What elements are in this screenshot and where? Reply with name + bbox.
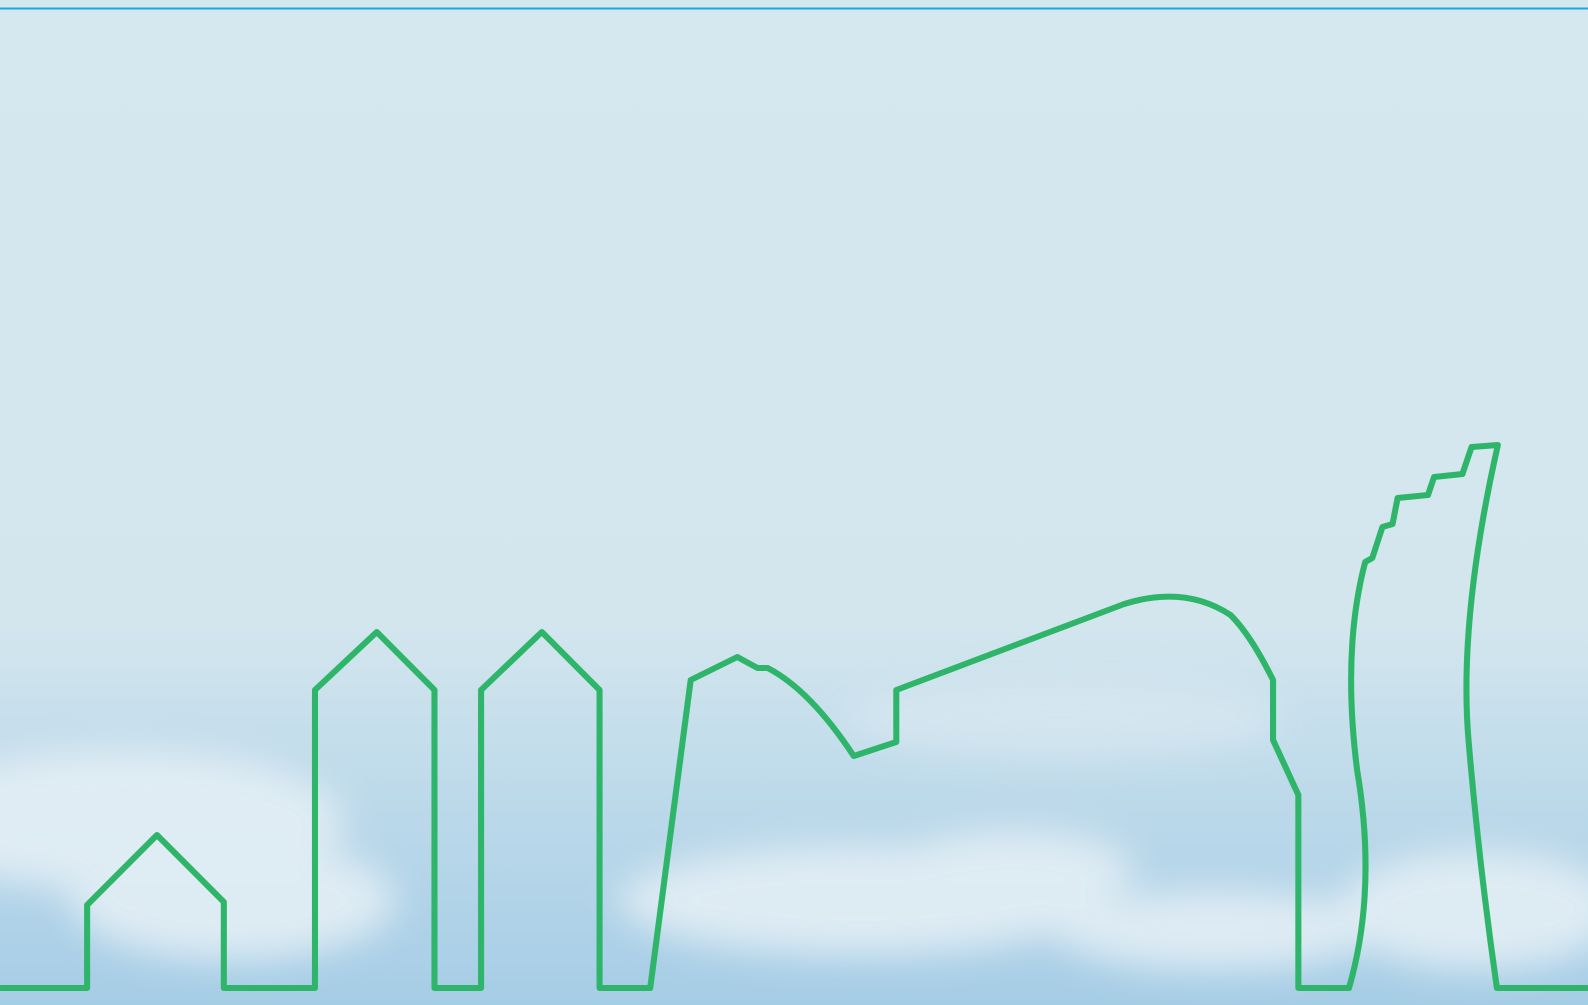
page	[0, 0, 1588, 1005]
banner	[0, 0, 1588, 1005]
